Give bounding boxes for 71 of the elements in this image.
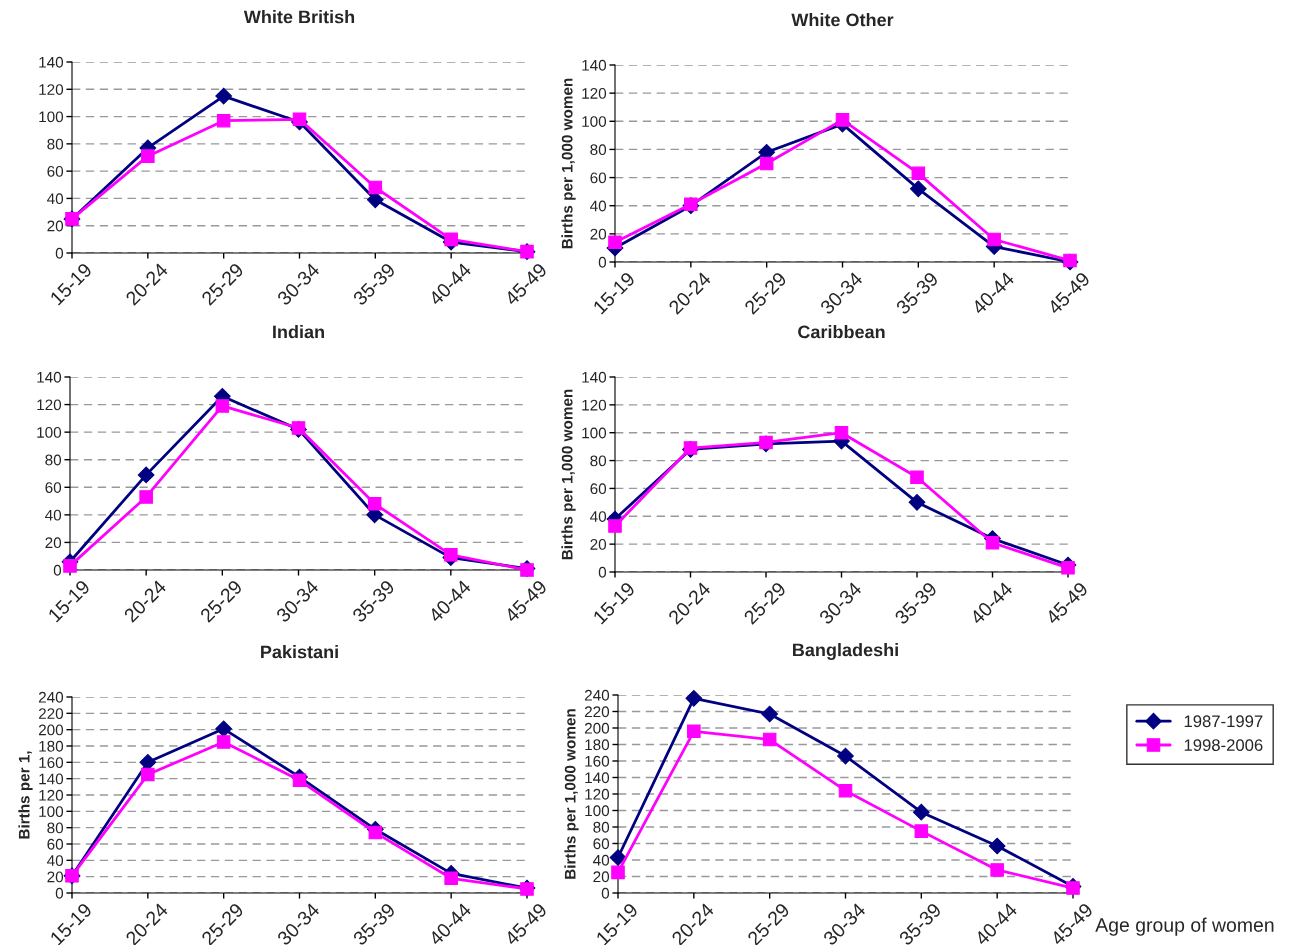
chart-title: Bangladeshi [793,643,898,660]
y-tick-label: 40 [45,509,62,521]
y-tick-label: 100 [37,427,62,438]
y-tick-label: 40 [47,193,64,205]
y-tick-label: 240 [584,689,610,701]
chart-title: Pakistani [261,645,338,659]
y-tick-label: 20 [47,871,64,883]
y-tick-label: 60 [590,172,607,184]
chart-title: Indian [273,325,324,339]
y-tick-label: 80 [593,821,610,833]
y-tick-label: 120 [582,88,607,99]
y-tick-label: 180 [585,739,610,751]
y-tick-label: 160 [39,757,64,769]
chart-title: Caribbean [798,325,885,339]
y-axis-title: Births per 1,000 women [561,78,576,249]
y-tick-label: 20 [590,539,607,550]
y-tick-label: 60 [593,838,610,850]
x-axis-title: Age group of women [1095,917,1274,936]
y-tick-label: 0 [55,247,64,259]
y-tick-label: 80 [45,454,62,466]
y-axis-title: Births per 1,000 women [561,389,576,560]
y-tick-label: 140 [582,59,607,71]
y-tick-label: 240 [38,691,64,703]
y-tick-label: 20 [47,220,64,232]
y-tick-label: 60 [47,166,64,177]
y-tick-label: 80 [590,144,607,156]
y-tick-label: 100 [582,427,607,439]
y-tick-label: 60 [590,483,607,495]
chart-title: White British [243,10,355,24]
y-tick-label: 220 [38,708,64,720]
y-tick-label: 40 [590,200,607,212]
y-tick-label: 140 [582,371,607,383]
y-tick-label: 20 [45,537,62,549]
y-tick-label: 0 [601,887,610,899]
y-tick-label: 0 [53,564,62,576]
y-tick-label: 120 [39,789,64,801]
y-tick-label: 100 [582,116,607,127]
y-tick-label: 80 [47,138,64,150]
y-tick-label: 40 [47,855,64,867]
y-tick-label: 140 [39,56,64,68]
y-tick-label: 0 [55,887,64,899]
y-tick-label: 60 [45,482,62,493]
y-tick-label: 180 [39,740,64,752]
y-tick-label: 140 [585,772,610,784]
y-tick-label: 120 [582,399,607,411]
legend-label: 1998-2006 [1184,739,1263,752]
y-axis-title: Births per 1,000 women [564,709,579,879]
y-tick-label: 40 [590,511,607,522]
y-tick-label: 80 [590,455,607,467]
y-tick-label: 220 [584,706,610,718]
y-tick-label: 60 [47,838,64,850]
y-tick-label: 140 [39,773,64,785]
y-tick-label: 100 [39,111,64,123]
y-tick-label: 40 [593,854,610,866]
y-tick-label: 20 [593,871,610,883]
y-tick-label: 140 [37,371,62,383]
y-tick-label: 120 [37,399,62,411]
y-tick-label: 200 [38,724,64,736]
y-tick-label: 0 [598,256,607,268]
y-tick-label: 20 [590,228,607,240]
y-tick-label: 100 [585,805,610,817]
chart-title: White Other [791,13,894,27]
y-tick-label: 80 [47,822,64,834]
y-tick-label: 120 [585,788,610,800]
y-tick-label: 120 [39,84,64,95]
legend-label: 1987-1997 [1184,715,1263,728]
y-tick-label: 100 [39,806,64,818]
y-tick-label: 0 [598,566,607,578]
y-tick-label: 160 [585,755,610,767]
y-axis-title: Births per 1, [18,751,33,839]
y-tick-label: 200 [584,722,610,734]
